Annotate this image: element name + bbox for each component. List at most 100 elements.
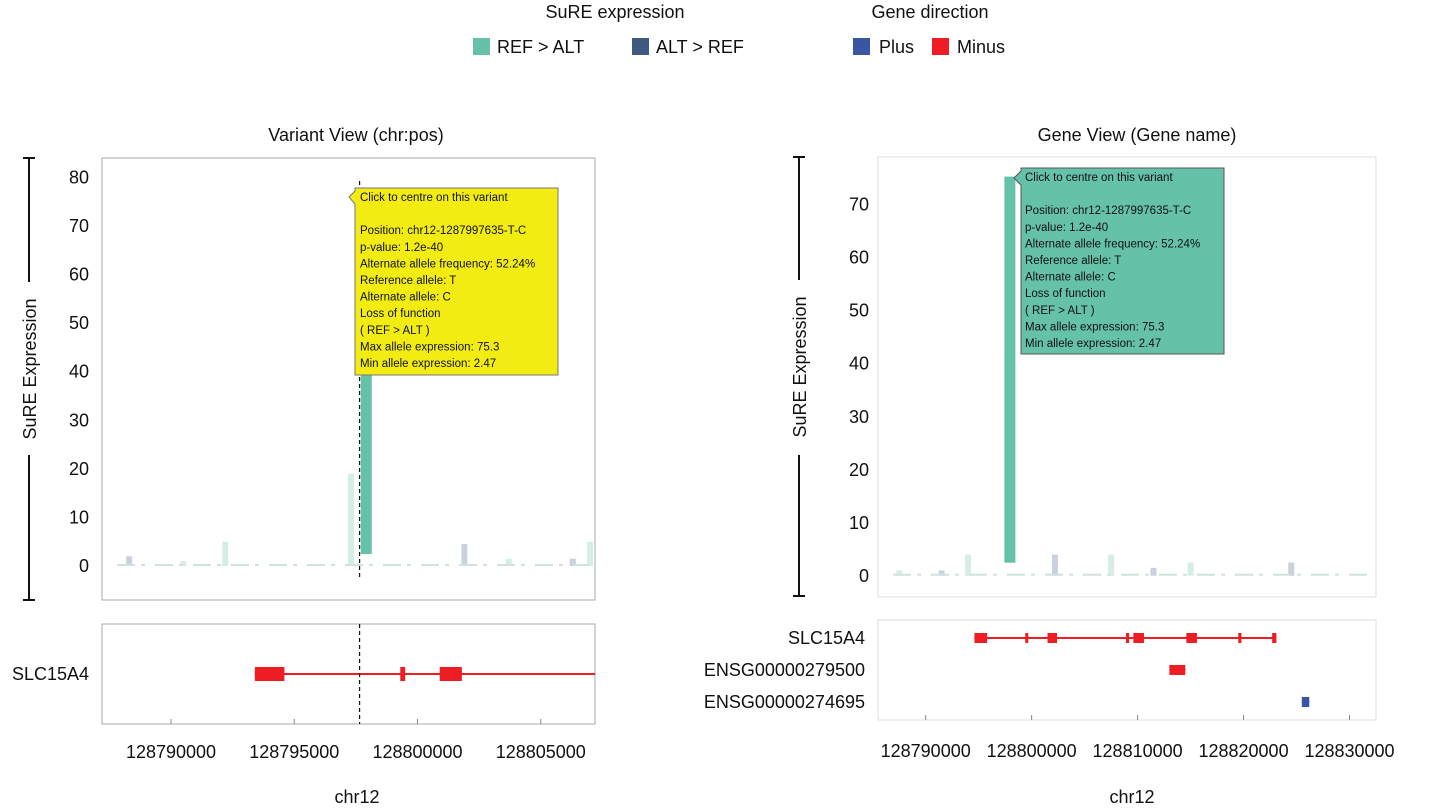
y-tick-label: 10	[69, 507, 89, 527]
y-tick-label: 20	[849, 460, 869, 480]
variant-view-tooltip-text: Click to centre on this variant Position:…	[360, 192, 535, 370]
x-tick-label: 128800000	[372, 742, 462, 762]
y-tick-label: 40	[849, 354, 869, 374]
background-bar[interactable]	[1187, 562, 1194, 576]
gene-view-highlight-bar[interactable]	[1004, 176, 1016, 563]
legend-sure-title: SuRE expression	[545, 2, 684, 22]
background-bar[interactable]	[1051, 554, 1058, 576]
legend-ref-alt-swatch	[473, 38, 490, 55]
background-bar[interactable]	[1108, 554, 1115, 576]
variant-view-title: Variant View (chr:pos)	[268, 125, 443, 145]
gene-exon[interactable]	[1125, 633, 1130, 643]
y-tick-label: 0	[859, 566, 869, 586]
tooltip-line: Reference allele: T	[1025, 255, 1121, 267]
background-bar[interactable]	[126, 556, 133, 566]
background-bar[interactable]	[1288, 562, 1295, 576]
y-tick-label: 60	[69, 265, 89, 285]
y-tick-label: 70	[849, 195, 869, 215]
gene-view-x-ticks: 128790000 128800000 128810000 128820000 1288…	[881, 715, 1395, 761]
gene-exon[interactable]	[1169, 665, 1186, 675]
background-bar[interactable]	[461, 544, 468, 566]
gene-label: SLC15A4	[788, 628, 865, 648]
tooltip-line: p-value: 1.2e-40	[1025, 222, 1108, 234]
gene-exon[interactable]	[439, 667, 462, 681]
variant-view-background-bars	[117, 473, 594, 566]
legend-minus-label: Minus	[957, 37, 1005, 57]
tooltip-line: Max allele expression: 75.3	[360, 341, 499, 353]
gene-label: ENSG00000279500	[704, 660, 865, 680]
variant-view-tooltip-box	[348, 187, 559, 376]
legend-plus-label: Plus	[879, 37, 914, 57]
variant-view-highlight-bar[interactable]	[360, 200, 372, 555]
gene-exon[interactable]	[1272, 633, 1277, 643]
background-bar[interactable]	[347, 473, 354, 566]
gene-view-background-bars	[893, 554, 1371, 576]
x-tick-label: 128790000	[881, 741, 971, 761]
background-bar[interactable]	[896, 570, 903, 576]
tooltip-line: Loss of function	[360, 308, 441, 320]
gene-view-tooltip[interactable]: Click to centre on this variant Position:…	[1013, 167, 1225, 355]
background-bar[interactable]	[222, 541, 229, 566]
legend-ref-alt-label: REF > ALT	[497, 37, 584, 57]
tooltip-line: Click to centre on this variant	[360, 192, 508, 204]
variant-view-xlabel: chr12	[334, 787, 379, 807]
y-tick-label: 30	[69, 410, 89, 430]
tooltip-line: Alternate allele frequency: 52.24%	[360, 258, 535, 270]
y-tick-label: 80	[69, 167, 89, 187]
tooltip-line: Min allele expression: 2.47	[1025, 338, 1161, 350]
gene-exon[interactable]	[254, 667, 285, 681]
tooltip-line: Alternate allele: C	[1025, 272, 1116, 284]
tooltip-line: Position: chr12-1287997635-T-C	[1025, 205, 1191, 217]
variant-view-y-ticks: 0 10 20 30 40 50 60 70 80	[69, 167, 89, 576]
legend-plus-swatch	[853, 38, 870, 55]
y-tick-label: 0	[79, 556, 89, 576]
gene-exon[interactable]	[1186, 633, 1197, 643]
x-tick-label: 128795000	[249, 742, 339, 762]
legend-minus-swatch	[932, 38, 949, 55]
gene-exon[interactable]	[1238, 633, 1242, 643]
gene-view-title: Gene View (Gene name)	[1038, 125, 1237, 145]
tooltip-line: Loss of function	[1025, 288, 1106, 300]
background-bar[interactable]	[965, 554, 972, 576]
variant-view-ylabel: SuRE Expression	[20, 298, 40, 439]
tooltip-line: Min allele expression: 2.47	[360, 358, 496, 370]
background-bar[interactable]	[587, 541, 594, 566]
gene-exon[interactable]	[1301, 697, 1310, 707]
background-bar[interactable]	[180, 561, 187, 566]
background-bar[interactable]	[569, 558, 576, 566]
y-tick-label: 10	[849, 513, 869, 533]
tooltip-line: Alternate allele: C	[360, 292, 451, 304]
background-bar[interactable]	[505, 558, 512, 566]
legend-gene-title: Gene direction	[871, 2, 988, 22]
tooltip-line: Alternate allele frequency: 52.24%	[1025, 238, 1200, 250]
gene-view-tooltip-box	[1013, 167, 1225, 355]
gene-exon[interactable]	[974, 633, 988, 643]
background-bar[interactable]	[938, 570, 945, 576]
y-tick-label: 50	[849, 301, 869, 321]
tooltip-line: Position: chr12-1287997635-T-C	[360, 225, 526, 237]
gene-view-tooltip-text: Click to centre on this variant Position:…	[1025, 172, 1200, 350]
tooltip-line: Reference allele: T	[360, 275, 456, 287]
variant-view-genes: SLC15A4	[12, 664, 595, 684]
background-bar[interactable]	[1150, 567, 1157, 576]
y-tick-label: 70	[69, 216, 89, 236]
x-tick-label: 128820000	[1198, 741, 1288, 761]
gene-exon[interactable]	[400, 667, 406, 681]
variant-view-x-ticks: 128790000 128795000 128800000 128805000	[126, 719, 586, 762]
y-tick-label: 50	[69, 313, 89, 333]
y-tick-label: 20	[69, 459, 89, 479]
tooltip-line: Click to centre on this variant	[1025, 172, 1173, 184]
gene-exon[interactable]	[1025, 633, 1029, 643]
gene-exon[interactable]	[1047, 633, 1058, 643]
legend: SuRE expression REF > ALT ALT > REF Gene…	[473, 2, 1005, 57]
gene-label: SLC15A4	[12, 664, 89, 684]
gene-exon[interactable]	[1133, 633, 1144, 643]
tooltip-line: Max allele expression: 75.3	[1025, 321, 1164, 333]
tooltip-line: p-value: 1.2e-40	[360, 242, 443, 254]
y-tick-label: 40	[69, 362, 89, 382]
variant-view-tooltip[interactable]: Click to centre on this variant Position:…	[348, 187, 559, 376]
gene-view-genes: SLC15A4 ENSG00000279500 ENSG00000274695	[704, 628, 1310, 712]
y-tick-label: 60	[849, 248, 869, 268]
x-tick-label: 128800000	[987, 741, 1077, 761]
